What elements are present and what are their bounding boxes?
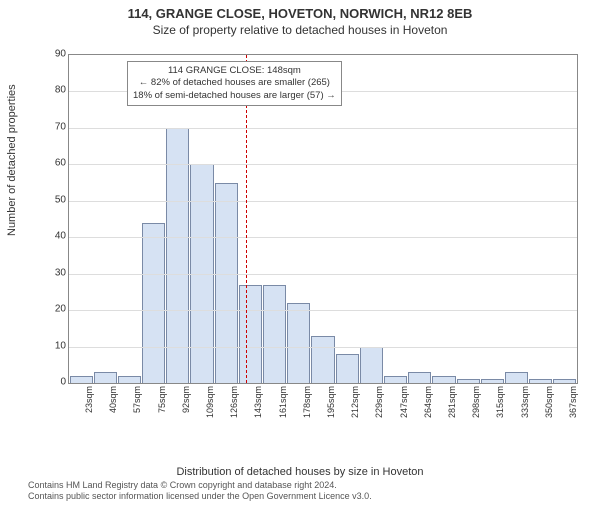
histogram-bar (215, 183, 238, 383)
chart-area: 114 GRANGE CLOSE: 148sqm← 82% of detache… (42, 54, 582, 434)
histogram-bar (432, 376, 455, 383)
histogram-bar (70, 376, 93, 383)
histogram-bar (94, 372, 117, 383)
x-axis-label: Distribution of detached houses by size … (0, 466, 600, 478)
histogram-bar (360, 347, 383, 383)
gridline (69, 347, 577, 348)
gridline (69, 164, 577, 165)
x-tick-label: 212sqm (350, 386, 360, 426)
annotation-line: ← 82% of detached houses are smaller (26… (133, 77, 336, 89)
x-tick-label: 333sqm (520, 386, 530, 426)
gridline (69, 274, 577, 275)
histogram-bar (553, 379, 576, 383)
footer-attribution: Contains HM Land Registry data © Crown c… (28, 480, 590, 502)
y-tick-label: 40 (46, 231, 66, 242)
histogram-bar (457, 379, 480, 383)
histogram-bar (529, 379, 552, 383)
chart-title-sub: Size of property relative to detached ho… (0, 23, 600, 37)
y-tick-label: 10 (46, 340, 66, 351)
y-tick-label: 60 (46, 158, 66, 169)
y-axis-label: Number of detached properties (6, 84, 18, 236)
x-tick-label: 92sqm (181, 386, 191, 426)
x-tick-label: 40sqm (108, 386, 118, 426)
annotation-line: 114 GRANGE CLOSE: 148sqm (133, 65, 336, 77)
x-tick-label: 143sqm (253, 386, 263, 426)
histogram-bar (287, 303, 310, 383)
gridline (69, 128, 577, 129)
x-tick-label: 23sqm (84, 386, 94, 426)
histogram-bar (166, 128, 189, 383)
x-tick-label: 161sqm (278, 386, 288, 426)
annotation-line: 18% of semi-detached houses are larger (… (133, 90, 336, 102)
gridline (69, 237, 577, 238)
x-tick-label: 75sqm (157, 386, 167, 426)
footer-line-1: Contains HM Land Registry data © Crown c… (28, 480, 590, 491)
x-tick-label: 367sqm (568, 386, 578, 426)
histogram-bar (408, 372, 431, 383)
y-tick-label: 0 (46, 377, 66, 388)
histogram-bar (384, 376, 407, 383)
y-tick-label: 90 (46, 49, 66, 60)
x-tick-label: 195sqm (326, 386, 336, 426)
histogram-bar (263, 285, 286, 383)
plot-area: 114 GRANGE CLOSE: 148sqm← 82% of detache… (68, 54, 578, 384)
x-tick-label: 229sqm (374, 386, 384, 426)
x-tick-label: 126sqm (229, 386, 239, 426)
x-tick-label: 350sqm (544, 386, 554, 426)
x-tick-label: 315sqm (495, 386, 505, 426)
x-tick-label: 178sqm (302, 386, 312, 426)
x-tick-label: 264sqm (423, 386, 433, 426)
footer-line-2: Contains public sector information licen… (28, 491, 590, 502)
histogram-bar (118, 376, 141, 383)
y-tick-label: 70 (46, 121, 66, 132)
x-tick-label: 247sqm (399, 386, 409, 426)
annotation-box: 114 GRANGE CLOSE: 148sqm← 82% of detache… (127, 61, 342, 106)
gridline (69, 201, 577, 202)
x-tick-label: 109sqm (205, 386, 215, 426)
x-tick-label: 281sqm (447, 386, 457, 426)
histogram-bar (481, 379, 504, 383)
y-tick-label: 20 (46, 304, 66, 315)
histogram-bar (311, 336, 334, 383)
gridline (69, 310, 577, 311)
x-tick-label: 57sqm (132, 386, 142, 426)
histogram-bar (142, 223, 165, 383)
y-tick-label: 80 (46, 85, 66, 96)
y-tick-label: 30 (46, 267, 66, 278)
histogram-bar (336, 354, 359, 383)
chart-title-main: 114, GRANGE CLOSE, HOVETON, NORWICH, NR1… (0, 6, 600, 21)
histogram-bar (505, 372, 528, 383)
x-tick-label: 298sqm (471, 386, 481, 426)
histogram-bar (239, 285, 262, 383)
y-tick-label: 50 (46, 194, 66, 205)
